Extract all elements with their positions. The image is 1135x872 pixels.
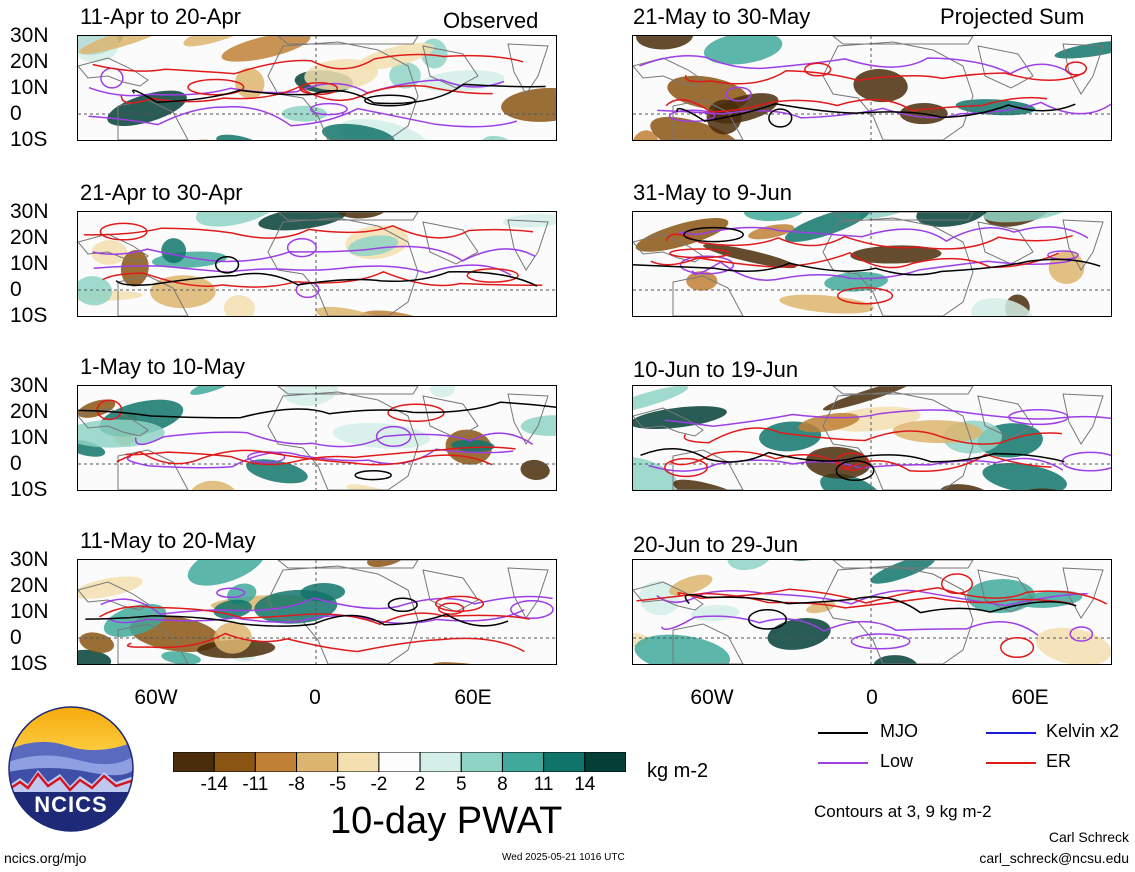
lat-label: 0 (10, 102, 22, 125)
legend-label-low: Low (880, 751, 914, 771)
email: carl_schreck@ncsu.edu (979, 850, 1129, 866)
legend-swatch-low (818, 762, 868, 764)
map-panel-2 (77, 211, 557, 317)
legend-label-er: ER (1046, 751, 1072, 771)
lat-label: 10N (10, 426, 49, 449)
map-svg (78, 36, 556, 140)
panel-title-6: 31-May to 9-Jun (633, 180, 792, 205)
lat-label: 0 (10, 452, 22, 475)
lat-label: 10S (10, 304, 48, 327)
colorbar-tick-label: -14 (200, 774, 228, 795)
colorbar-swatch (172, 751, 215, 773)
map-panel-5 (632, 35, 1112, 141)
colorbar-tick-label: -8 (288, 774, 305, 795)
colorbar-swatch (419, 751, 462, 773)
colorbar-swatch (584, 751, 627, 773)
lat-label: 20N (10, 50, 49, 73)
lon-label: 60W (690, 686, 734, 709)
map-svg (633, 560, 1111, 664)
lat-label: 20N (10, 400, 49, 423)
lat-label: 30N (10, 548, 49, 571)
observed-label: Observed (443, 8, 539, 33)
lon-label: 0 (866, 686, 878, 709)
legend-swatch-er (986, 762, 1036, 764)
lat-label: 20N (10, 574, 49, 597)
panel-title-1: 11-Apr to 20-Apr (80, 4, 242, 29)
colorbar-tick-label: 2 (414, 774, 426, 795)
colorbar-swatch (213, 751, 256, 773)
legend-swatch-mjo (818, 732, 868, 734)
legend-swatch-kelvin (986, 732, 1036, 734)
colorbar-tick-label: -5 (329, 774, 347, 795)
timestamp: Wed 2025-05-21 1016 UTC (502, 852, 625, 863)
logo-text: NCICS (34, 792, 108, 817)
lat-label: 30N (10, 24, 49, 47)
lon-label: 60W (134, 686, 178, 709)
map-panel-7 (632, 385, 1112, 491)
panel-title-2: 21-Apr to 30-Apr (80, 180, 243, 205)
lon-label: 0 (309, 686, 321, 709)
panel-title-4: 11-May to 20-May (80, 528, 256, 553)
lat-label: 0 (10, 278, 22, 301)
colorbar-tick-label: 5 (455, 774, 467, 795)
legend-label-mjo: MJO (880, 721, 918, 741)
map-svg (633, 212, 1111, 316)
colorbar-swatch (543, 751, 586, 773)
legend-label-kelvin: Kelvin x2 (1046, 721, 1120, 741)
map-panel-3 (77, 385, 557, 491)
panel-title-7: 10-Jun to 19-Jun (633, 357, 799, 382)
lat-label: 0 (10, 626, 22, 649)
colorbar-tick-label: -2 (370, 774, 388, 795)
panel-title-3: 1-May to 10-May (80, 354, 246, 379)
colorbar-tick-label: 14 (574, 774, 596, 795)
lat-label: 30N (10, 200, 49, 223)
colorbar (172, 751, 627, 773)
map-panel-4 (77, 559, 557, 665)
map-svg (78, 386, 556, 490)
map-svg (78, 212, 556, 316)
map-svg (78, 560, 556, 664)
author: Carl Schreck (1048, 829, 1129, 845)
map-panel-8 (632, 559, 1112, 665)
lat-label: 10N (10, 76, 49, 99)
ncics-logo: NCICS (8, 706, 134, 832)
colorbar-swatch (378, 751, 421, 773)
colorbar-swatch (501, 751, 545, 773)
lat-label: 20N (10, 226, 49, 249)
projected-label: Projected Sum (940, 4, 1085, 29)
lat-label: 30N (10, 374, 49, 397)
colorbar-units: kg m-2 (647, 760, 709, 782)
colorbar-swatch (254, 751, 298, 773)
lat-label: 10N (10, 600, 49, 623)
map-panel-6 (632, 211, 1112, 317)
panel-title-5: 21-May to 30-May (633, 4, 811, 29)
site-url: ncics.org/mjo (4, 850, 87, 866)
colorbar-tick-label: 11 (533, 774, 554, 795)
colorbar-swatches (172, 751, 627, 773)
lon-label: 60E (1011, 686, 1049, 709)
lon-label: 60E (454, 686, 492, 709)
colorbar-swatch (337, 751, 380, 773)
panel-title-8: 20-Jun to 29-Jun (633, 532, 799, 557)
lat-label: 10S (10, 652, 48, 675)
lat-label: 10N (10, 252, 49, 275)
colorbar-swatch (296, 751, 339, 773)
colorbar-tick-label: 8 (497, 774, 508, 795)
contour-note: Contours at 3, 9 kg m-2 (814, 802, 992, 821)
map-panel-1 (77, 35, 557, 141)
lat-label: 10S (10, 478, 48, 501)
colorbar-swatch (460, 751, 503, 773)
colorbar-title: 10-day PWAT (330, 800, 563, 842)
map-svg (633, 386, 1111, 490)
map-svg (633, 36, 1111, 140)
colorbar-tick-label: -11 (242, 774, 269, 795)
lat-label: 10S (10, 128, 48, 151)
